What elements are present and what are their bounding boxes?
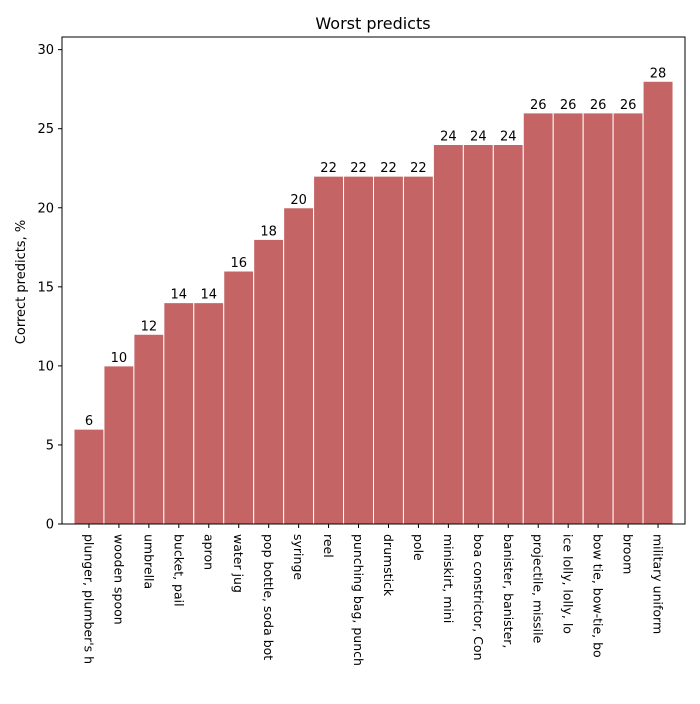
x-tick-label: syringe [291, 534, 306, 580]
x-tick-label: drumstick [381, 534, 396, 597]
bar-value-label: 12 [141, 319, 158, 334]
bar-value-label: 26 [560, 98, 577, 113]
x-tick-label: bow tie, bow-tie, bo [591, 534, 606, 658]
y-axis-label: Correct predicts, % [14, 220, 29, 344]
bar [193, 302, 225, 525]
bar [402, 175, 434, 525]
x-tick-label: military uniform [651, 534, 666, 634]
bar-value-label: 28 [650, 66, 667, 81]
bar [432, 144, 464, 525]
bar-value-label: 24 [500, 130, 517, 145]
x-tick-label: reel [321, 534, 336, 558]
bar [313, 175, 345, 525]
bar-value-label: 18 [260, 224, 277, 239]
x-tick-label: wooden spoon [111, 534, 126, 625]
bar [642, 80, 674, 525]
bar [373, 175, 404, 525]
y-tick-label: 10 [37, 359, 54, 374]
y-tick-label: 0 [46, 518, 54, 533]
x-tick-label: banister, banister, [501, 534, 516, 648]
bar-value-label: 22 [350, 161, 367, 176]
plot-area: 6 plunger, plumber's h 10 wooden spoon 12 umb… [37, 36, 686, 666]
bar [612, 112, 644, 525]
y-tick-label: 5 [46, 438, 54, 453]
bar [492, 144, 524, 525]
x-tick-label: plunger, plumber's h [81, 534, 96, 664]
x-tick-label: umbrella [141, 534, 156, 589]
x-tick-label: punching bag, punch [351, 534, 366, 666]
bar-value-label: 22 [380, 161, 397, 176]
y-tick-label: 20 [37, 201, 54, 216]
bar-value-label: 22 [410, 161, 427, 176]
bar [343, 175, 374, 525]
chart-title: Worst predicts [315, 14, 430, 33]
bar [163, 302, 195, 525]
bar-value-label: 16 [230, 256, 247, 271]
bar [133, 333, 165, 525]
bar-value-label: 24 [440, 130, 457, 145]
bar [283, 207, 315, 525]
bar [223, 270, 255, 525]
x-tick-label: apron [201, 534, 216, 570]
y-tick-label: 15 [37, 280, 54, 295]
bar [253, 238, 285, 525]
bar [462, 144, 494, 525]
bar-value-label: 22 [320, 161, 337, 176]
bar-value-label: 26 [590, 98, 607, 113]
x-tick-label: projectile, missile [531, 534, 546, 644]
x-tick-label: broom [621, 534, 636, 574]
x-tick-label: bucket, pail [171, 534, 186, 607]
x-tick-label: ice lolly, lolly, lo [561, 534, 576, 634]
x-tick-label: boa constrictor, Con [471, 534, 486, 661]
axes-frame [61, 36, 686, 525]
y-tick-label: 25 [37, 122, 54, 137]
bar-value-label: 26 [620, 98, 637, 113]
bar [582, 112, 614, 525]
bar-value-label: 14 [200, 288, 217, 303]
bar-value-label: 20 [290, 193, 307, 208]
x-tick-label: water jug [231, 534, 246, 593]
bar [552, 112, 584, 525]
bar [73, 428, 105, 525]
x-tick-label: miniskirt, mini [441, 534, 456, 623]
x-tick-label: pole [411, 534, 426, 561]
bar-value-label: 24 [470, 130, 487, 145]
bar [103, 365, 135, 525]
bar-value-label: 6 [85, 414, 93, 429]
bar [522, 112, 554, 525]
y-tick-label: 30 [37, 43, 54, 58]
bar-value-label: 10 [111, 351, 128, 366]
x-tick-label: pop bottle, soda bot [261, 534, 276, 660]
bar-value-label: 14 [171, 288, 188, 303]
bar-value-label: 26 [530, 98, 547, 113]
